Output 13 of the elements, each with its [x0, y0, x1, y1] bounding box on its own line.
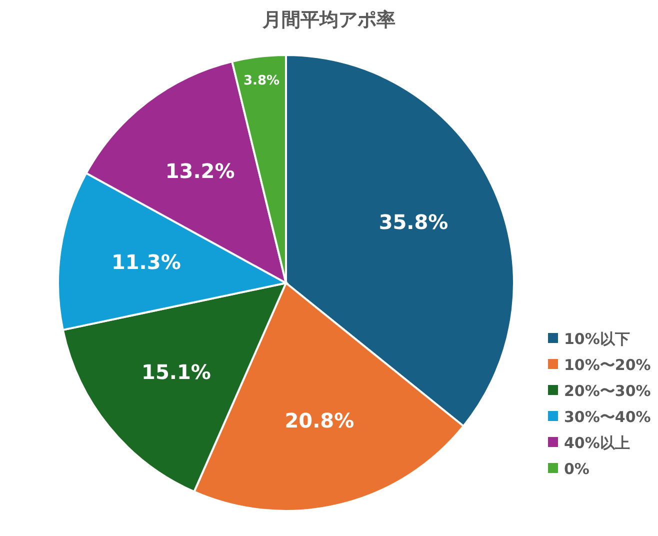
- chart-title: 月間平均アポ率: [262, 9, 396, 31]
- data-label: 13.2%: [165, 158, 235, 183]
- data-label: 3.8%: [244, 73, 280, 88]
- legend-label: 10%〜20%: [564, 356, 651, 374]
- data-label: 35.8%: [378, 210, 448, 234]
- legend-label: 10%以下: [564, 330, 630, 348]
- data-label: 15.1%: [142, 360, 211, 384]
- legend-label: 0%: [564, 460, 590, 478]
- legend-label: 20%〜30%: [564, 382, 651, 400]
- legend-label: 40%以上: [564, 434, 630, 452]
- data-label: 20.8%: [284, 408, 354, 432]
- legend-label: 30%〜40%: [564, 408, 651, 426]
- data-label: 11.3%: [111, 250, 181, 274]
